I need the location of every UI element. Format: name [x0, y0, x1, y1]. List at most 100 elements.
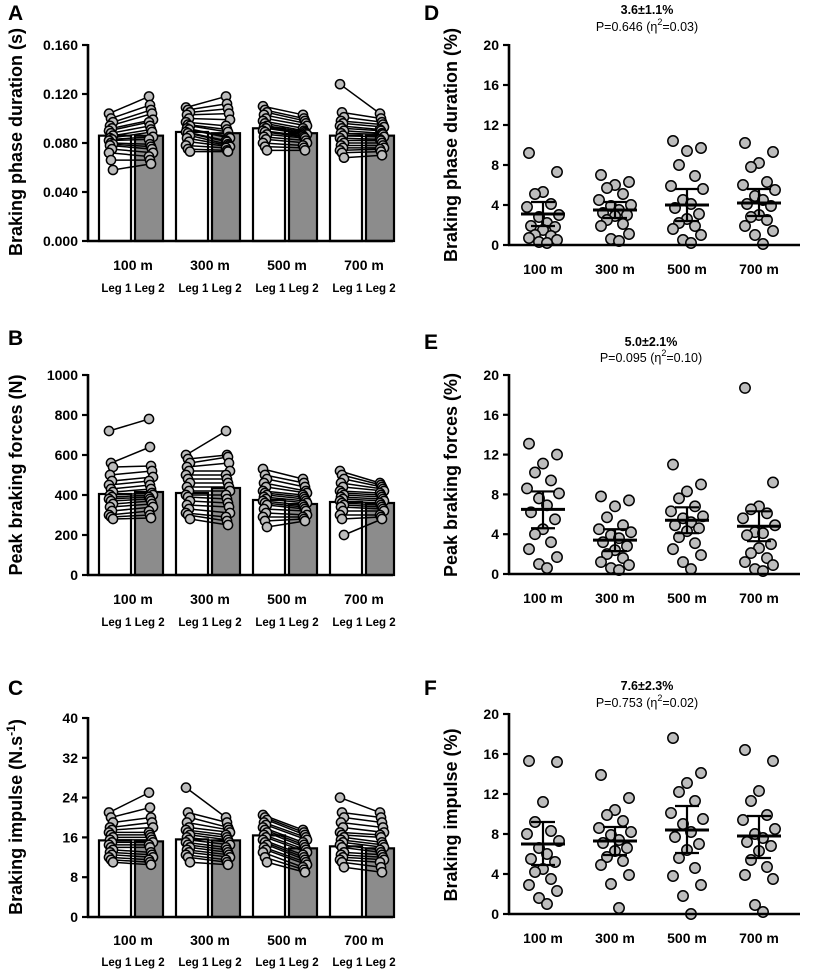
x-sublabel-b: Leg 1 Leg 2 — [178, 617, 241, 629]
pair-line-b — [186, 504, 230, 508]
panel-a-marks: 100 m Leg 1 Leg 2 300 m Leg 1 Leg 2 500 m Leg… — [43, 37, 396, 295]
point-leg2-a — [376, 149, 388, 161]
point-leg2-b — [299, 515, 311, 527]
point-f — [551, 885, 563, 897]
pair-line-c — [112, 816, 152, 824]
point-f — [739, 744, 751, 756]
point-d — [737, 179, 749, 191]
y-tick-label-a: 0.160 — [43, 37, 78, 53]
point-f — [677, 890, 689, 902]
point-d — [693, 208, 705, 220]
pair-line-b — [185, 430, 227, 456]
point-e — [695, 478, 707, 491]
pair-line-c — [189, 834, 229, 841]
panel-c-marks: 100 m Leg 1 Leg 2 300 m Leg 1 Leg 2 500 m Leg… — [62, 710, 395, 969]
pair-line-a — [108, 152, 150, 158]
pair-line-a — [112, 128, 152, 137]
point-leg1-b — [336, 513, 348, 525]
y-tick-label-c: 32 — [62, 750, 78, 766]
pair-line-a — [266, 111, 306, 122]
y-tick-label-f: 12 — [483, 786, 499, 802]
point-leg2-c — [145, 859, 157, 871]
point-f — [745, 854, 757, 866]
y-tick-label-e: 20 — [483, 367, 499, 383]
y-tick-label-b: 400 — [55, 487, 79, 503]
point-leg2-b — [222, 519, 234, 531]
y-axis-label-e: Peak braking forces (%) — [441, 373, 461, 577]
y-tick-label-e: 0 — [491, 566, 499, 582]
point-leg1-a — [338, 152, 350, 164]
y-tick-label-e: 12 — [483, 447, 499, 463]
point-f — [689, 862, 701, 874]
panel-letter-b: B — [8, 327, 23, 350]
point-e — [681, 485, 693, 498]
pair-line-c — [187, 856, 228, 864]
pair-line-a — [108, 95, 150, 115]
point-e — [673, 531, 685, 544]
pair-line-a — [341, 111, 382, 120]
x-category-label-f: 300 m — [595, 930, 635, 946]
point-f — [533, 892, 545, 904]
y-tick-label-a: 0.000 — [43, 233, 78, 249]
point-e — [741, 529, 753, 542]
stat-eta-d: =0.03) — [662, 20, 698, 34]
point-e — [595, 556, 607, 569]
pair-line-b — [266, 520, 306, 528]
point-f — [545, 825, 557, 837]
stat-summary-d: 3.6±1.1% — [621, 3, 674, 17]
point-e — [549, 513, 561, 526]
y-tick-label-a: 0.120 — [43, 86, 78, 102]
y-tick-label-f: 8 — [491, 826, 499, 842]
point-leg2-c — [222, 859, 234, 871]
x-category-label-b: 100 m — [113, 591, 153, 607]
point-e — [537, 457, 549, 470]
panel-d-scatter-chart: D 3.6±1.1% P=0.646 (η2=0.03) Braking pha… — [424, 2, 800, 277]
y-axis-label-c: Braking impulse (N.s-1) — [4, 719, 26, 915]
point-e — [553, 487, 565, 500]
x-sublabel-a: Leg 1 Leg 2 — [178, 283, 241, 295]
panel-f-scatter-chart: F 7.6±2.3% P=0.753 (η2=0.02) Braking imp… — [424, 677, 800, 946]
pair-line-c — [339, 796, 381, 814]
panel-b-marks: 100 m Leg 1 Leg 2 300 m Leg 1 Leg 2 500 m Leg… — [47, 367, 396, 629]
point-e — [695, 549, 707, 562]
point-e — [523, 437, 535, 450]
point-f — [767, 755, 779, 767]
y-axis-label-c-sup: -1 — [4, 725, 18, 736]
x-category-label-b: 500 m — [267, 591, 307, 607]
pair-line-b — [110, 446, 151, 464]
pair-line-a — [110, 104, 151, 120]
pair-line-b — [188, 508, 231, 514]
point-e — [677, 556, 689, 569]
point-f — [739, 869, 751, 881]
point-f — [741, 836, 753, 848]
x-category-label-c: 100 m — [113, 932, 153, 948]
point-d — [739, 220, 751, 232]
point-leg2-c — [143, 787, 155, 798]
pair-line-b — [266, 504, 306, 510]
point-f — [613, 902, 625, 914]
point-e — [667, 543, 679, 556]
x-category-label-c: 700 m — [344, 932, 384, 948]
pair-line-b — [112, 488, 152, 493]
point-e — [523, 543, 535, 556]
point-leg2-a — [145, 158, 157, 170]
point-f — [745, 795, 757, 807]
point-leg2-b — [144, 441, 156, 453]
pair-line-c — [341, 861, 382, 868]
x-sublabel-b: Leg 1 Leg 2 — [101, 617, 164, 629]
pair-line-a — [343, 130, 383, 134]
pair-line-a — [187, 103, 228, 111]
point-f — [605, 878, 617, 890]
point-leg2-b — [376, 513, 388, 525]
point-e — [597, 536, 609, 549]
pair-line-a — [185, 144, 227, 149]
point-f — [595, 859, 607, 871]
point-e — [739, 556, 751, 569]
pair-line-b — [340, 482, 384, 490]
point-e — [745, 503, 757, 516]
x-category-label-f: 700 m — [739, 930, 779, 946]
x-category-label-c: 300 m — [190, 932, 230, 948]
stat-p-f: P=0.753 (η — [596, 696, 658, 710]
point-e — [623, 559, 635, 571]
point-leg1-c — [184, 856, 196, 868]
